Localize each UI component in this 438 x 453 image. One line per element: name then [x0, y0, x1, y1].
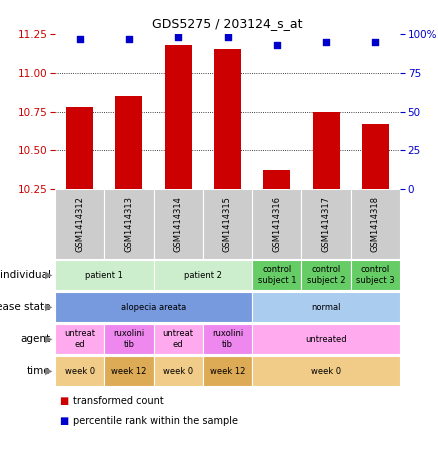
Bar — [301, 260, 351, 290]
Bar — [252, 292, 400, 322]
Point — [125, 35, 132, 42]
Title: GDS5275 / 203124_s_at: GDS5275 / 203124_s_at — [152, 17, 303, 30]
Text: GSM1414315: GSM1414315 — [223, 196, 232, 252]
Text: week 0: week 0 — [311, 366, 341, 376]
Text: week 0: week 0 — [163, 366, 193, 376]
Text: untreated: untreated — [305, 334, 347, 343]
Text: week 12: week 12 — [111, 366, 147, 376]
Text: week 0: week 0 — [64, 366, 95, 376]
Text: time: time — [27, 366, 51, 376]
Bar — [203, 189, 252, 259]
Bar — [104, 324, 154, 354]
Text: ruxolini
tib: ruxolini tib — [212, 329, 243, 349]
Text: patient 2: patient 2 — [184, 270, 222, 280]
Point — [372, 38, 379, 45]
Text: GSM1414314: GSM1414314 — [174, 196, 183, 252]
Text: patient 1: patient 1 — [85, 270, 123, 280]
Bar — [351, 189, 400, 259]
Bar — [252, 260, 301, 290]
Bar — [351, 260, 400, 290]
Bar — [104, 356, 154, 386]
Bar — [154, 324, 203, 354]
Bar — [252, 189, 301, 259]
Bar — [252, 324, 400, 354]
Bar — [165, 45, 192, 189]
Text: GSM1414312: GSM1414312 — [75, 196, 84, 252]
Text: ▶: ▶ — [45, 334, 53, 344]
Bar — [55, 324, 104, 354]
Text: percentile rank within the sample: percentile rank within the sample — [73, 416, 237, 426]
Bar — [214, 49, 241, 189]
Bar — [203, 356, 252, 386]
Bar — [252, 356, 400, 386]
Bar — [154, 260, 252, 290]
Text: control
subject 2: control subject 2 — [307, 265, 345, 284]
Text: individual: individual — [0, 270, 51, 280]
Text: GSM1414316: GSM1414316 — [272, 196, 281, 252]
Point — [322, 38, 329, 45]
Text: GSM1414313: GSM1414313 — [124, 196, 134, 252]
Text: control
subject 3: control subject 3 — [356, 265, 395, 284]
Text: GSM1414318: GSM1414318 — [371, 196, 380, 252]
Bar — [104, 189, 154, 259]
Text: disease state: disease state — [0, 302, 51, 312]
Text: ■: ■ — [60, 395, 69, 405]
Text: ruxolini
tib: ruxolini tib — [113, 329, 145, 349]
Point — [224, 34, 231, 41]
Text: transformed count: transformed count — [73, 395, 163, 405]
Bar — [55, 189, 104, 259]
Text: control
subject 1: control subject 1 — [258, 265, 296, 284]
Point — [175, 34, 182, 41]
Bar — [362, 124, 389, 189]
Bar — [203, 324, 252, 354]
Bar — [313, 111, 339, 189]
Bar — [55, 292, 252, 322]
Text: agent: agent — [21, 334, 51, 344]
Text: ▶: ▶ — [45, 366, 53, 376]
Bar — [55, 260, 154, 290]
Text: alopecia areata: alopecia areata — [121, 303, 186, 312]
Point — [76, 35, 83, 42]
Text: ▶: ▶ — [45, 302, 53, 312]
Bar — [66, 107, 93, 189]
Text: normal: normal — [311, 303, 341, 312]
Text: GSM1414317: GSM1414317 — [321, 196, 331, 252]
Text: ▶: ▶ — [45, 270, 53, 280]
Point — [273, 41, 280, 48]
Bar — [263, 170, 290, 189]
Text: untreat
ed: untreat ed — [64, 329, 95, 349]
Bar — [301, 189, 351, 259]
Text: week 12: week 12 — [210, 366, 245, 376]
Bar — [154, 356, 203, 386]
Text: ■: ■ — [60, 416, 69, 426]
Bar — [55, 356, 104, 386]
Text: untreat
ed: untreat ed — [162, 329, 194, 349]
Bar — [154, 189, 203, 259]
Bar — [115, 96, 142, 189]
